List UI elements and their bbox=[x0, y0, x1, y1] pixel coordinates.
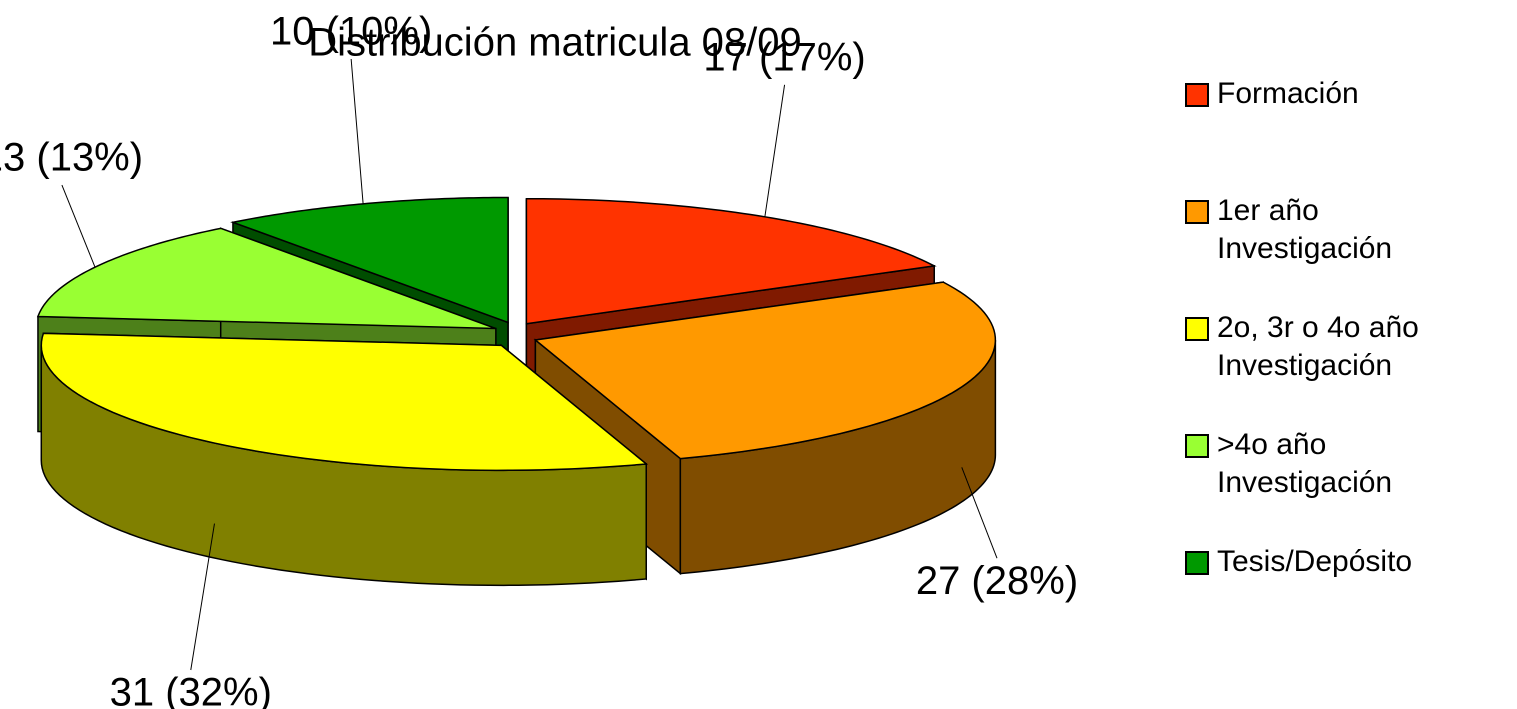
legend-label: Formación bbox=[1217, 77, 1359, 110]
legend-item: Formación bbox=[1185, 75, 1505, 192]
chart-title: Distribución matricula 08/09 bbox=[308, 21, 802, 65]
slice bbox=[40, 332, 649, 587]
data-label: 31 (32%) bbox=[110, 671, 272, 709]
data-label: 10 (10%) bbox=[270, 10, 432, 54]
legend-swatch bbox=[1185, 551, 1209, 575]
pie-chart: Distribución matricula 08/09 17 (17%) 27 … bbox=[0, 10, 1078, 709]
legend-swatch bbox=[1185, 200, 1209, 224]
legend-label: Tesis/Depósito bbox=[1217, 545, 1413, 578]
slice-top bbox=[40, 332, 649, 472]
legend-swatch bbox=[1185, 317, 1209, 341]
legend-label: 1er año Investigación bbox=[1217, 194, 1393, 265]
slice-top bbox=[533, 281, 997, 460]
leader-line bbox=[764, 84, 786, 217]
leader-line bbox=[61, 184, 96, 268]
legend-item: 1er año Investigación bbox=[1185, 192, 1505, 309]
leader-line bbox=[190, 523, 215, 671]
leader-line bbox=[961, 467, 998, 559]
data-label: 13 (13%) bbox=[0, 136, 143, 180]
leader-line bbox=[350, 58, 364, 204]
data-label: 27 (28%) bbox=[916, 559, 1078, 603]
legend-item: 2o, 3r o 4o año Investigación bbox=[1185, 309, 1505, 426]
slice-top bbox=[36, 227, 497, 330]
legend-label: >4o año Investigación bbox=[1217, 428, 1393, 499]
legend-swatch bbox=[1185, 434, 1209, 458]
legend-label: 2o, 3r o 4o año Investigación bbox=[1217, 311, 1419, 382]
legend: Formación 1er año Investigación 2o, 3r o 4… bbox=[1185, 75, 1505, 660]
data-label: 17 (17%) bbox=[703, 35, 865, 79]
legend-item: Tesis/Depósito bbox=[1185, 543, 1505, 660]
legend-swatch bbox=[1185, 83, 1209, 107]
legend-item: >4o año Investigación bbox=[1185, 426, 1505, 543]
